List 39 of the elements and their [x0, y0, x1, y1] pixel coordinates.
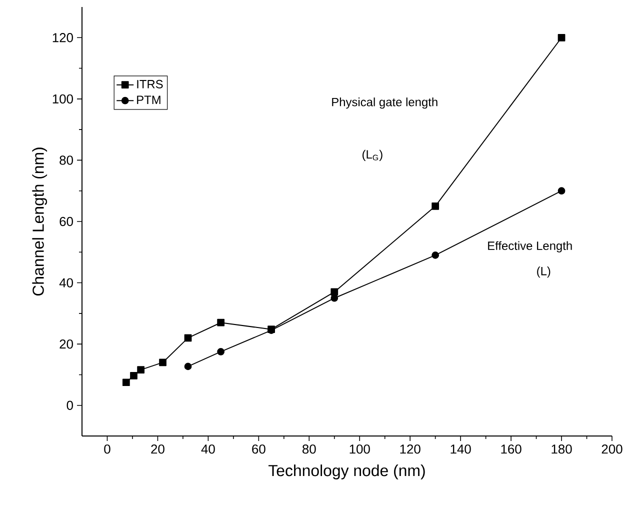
x-tick-label: 20 — [151, 444, 164, 454]
y-axis-title: Channel Length (nm) — [32, 148, 48, 296]
annotation: (L$_{G}$) — [362, 150, 382, 161]
point — [558, 187, 566, 195]
point — [159, 358, 166, 366]
point — [184, 362, 192, 370]
point — [217, 348, 224, 356]
y-tick-label: 80 — [60, 156, 73, 165]
legend-label: PTM — [137, 96, 160, 104]
point — [432, 202, 440, 210]
point — [184, 334, 192, 342]
x-tick-label: 180 — [552, 444, 572, 454]
point — [137, 366, 144, 374]
x-tick-label: 0 — [104, 444, 110, 454]
point — [122, 378, 130, 386]
x-tick-label: 140 — [450, 444, 471, 454]
point — [217, 318, 224, 326]
point — [330, 288, 338, 296]
y-tick-label: 120 — [52, 33, 73, 42]
annotation: Physical gate length — [332, 98, 438, 109]
annotation: Effective Length — [488, 241, 572, 252]
x-tick-label: 40 — [201, 444, 215, 454]
x-tick-label: 200 — [602, 444, 622, 454]
x-tick-label: 160 — [501, 444, 522, 454]
y-tick-label: 0 — [66, 400, 73, 410]
point — [432, 252, 440, 259]
x-tick-label: 120 — [400, 444, 420, 454]
y-tick-label: 100 — [52, 94, 73, 104]
point — [130, 372, 138, 380]
legend-label: ITRS — [137, 80, 163, 88]
point — [558, 34, 566, 42]
y-tick-label: 20 — [60, 339, 73, 349]
y-tick-label: 60 — [60, 216, 73, 226]
x-tick-label: 60 — [252, 444, 266, 454]
annotation: (L) — [537, 266, 550, 278]
y-tick-label: 40 — [59, 278, 73, 288]
x-tick-label: 80 — [302, 444, 316, 454]
x-axis-title: Technology node (nm) — [268, 464, 425, 480]
x-tick-label: 100 — [350, 444, 370, 454]
